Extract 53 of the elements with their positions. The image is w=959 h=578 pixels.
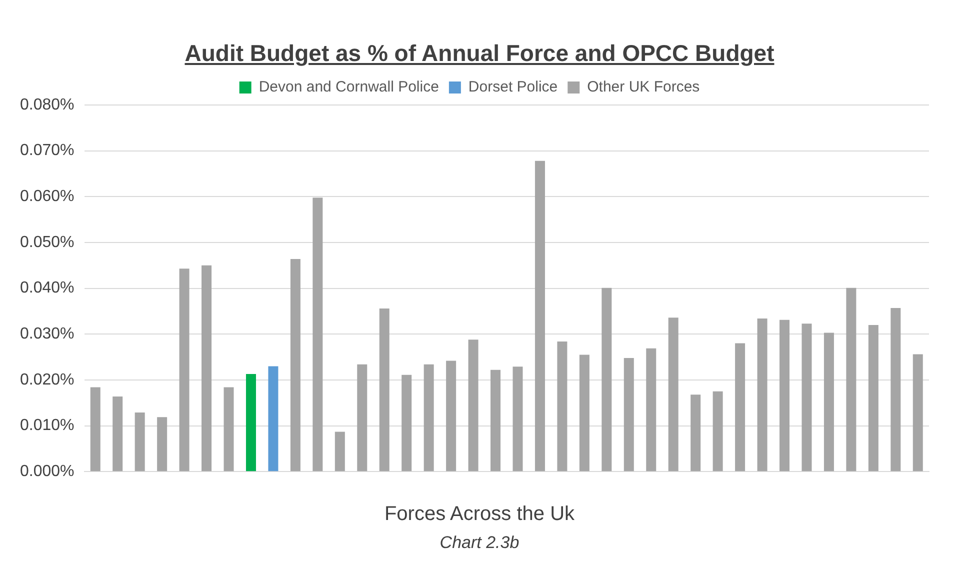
bar bbox=[602, 288, 612, 472]
bar bbox=[402, 374, 412, 472]
bar bbox=[90, 387, 100, 472]
bar bbox=[512, 366, 523, 472]
y-tick-label: 0.080% bbox=[20, 96, 74, 114]
bar bbox=[424, 364, 434, 472]
bar bbox=[668, 318, 678, 472]
y-tick-label: 0.020% bbox=[20, 371, 74, 388]
legend-label: Devon and Cornwall Police bbox=[258, 78, 439, 96]
bar bbox=[357, 364, 368, 472]
bar bbox=[112, 396, 123, 472]
y-tick-label: 0.060% bbox=[20, 188, 74, 206]
bar bbox=[557, 341, 568, 472]
bar bbox=[224, 387, 234, 472]
legend-label: Dorset Police bbox=[468, 78, 558, 96]
y-tick-label: 0.010% bbox=[20, 417, 74, 434]
bar bbox=[246, 374, 256, 472]
x-axis-title: Forces Across the Uk bbox=[383, 503, 576, 526]
caption: Chart 2.3b bbox=[438, 533, 520, 553]
bar bbox=[290, 258, 300, 472]
bar bbox=[334, 432, 345, 472]
bar bbox=[134, 412, 145, 472]
y-tick-label: 0.030% bbox=[20, 326, 74, 343]
bar bbox=[646, 348, 656, 472]
bar bbox=[912, 354, 923, 472]
bar bbox=[379, 308, 390, 472]
bar bbox=[268, 366, 278, 472]
y-tick-label: 0.070% bbox=[20, 142, 74, 160]
bar bbox=[757, 318, 768, 472]
bar bbox=[712, 391, 723, 472]
bar bbox=[890, 308, 901, 472]
bar bbox=[468, 340, 478, 472]
y-tick-label: 0.050% bbox=[20, 234, 74, 251]
bar bbox=[534, 160, 545, 472]
bar bbox=[446, 360, 456, 472]
bar bbox=[735, 343, 746, 472]
bar bbox=[312, 198, 323, 472]
bar bbox=[846, 288, 856, 472]
bar bbox=[157, 417, 168, 472]
bar bbox=[202, 265, 212, 472]
bar bbox=[868, 324, 878, 472]
bar bbox=[802, 324, 812, 472]
bar bbox=[490, 370, 501, 472]
bar bbox=[624, 358, 634, 472]
bar bbox=[780, 320, 790, 472]
y-tick-label: 0.000% bbox=[20, 463, 74, 480]
y-tick-label: 0.040% bbox=[20, 280, 74, 297]
bar bbox=[824, 332, 834, 472]
legend-label: Other UK Forces bbox=[587, 78, 700, 96]
bar bbox=[579, 354, 590, 472]
chart-title: Audit Budget as % of Annual Force and OPCC Budget bbox=[184, 40, 776, 67]
bar bbox=[690, 394, 701, 472]
bar bbox=[179, 268, 190, 472]
